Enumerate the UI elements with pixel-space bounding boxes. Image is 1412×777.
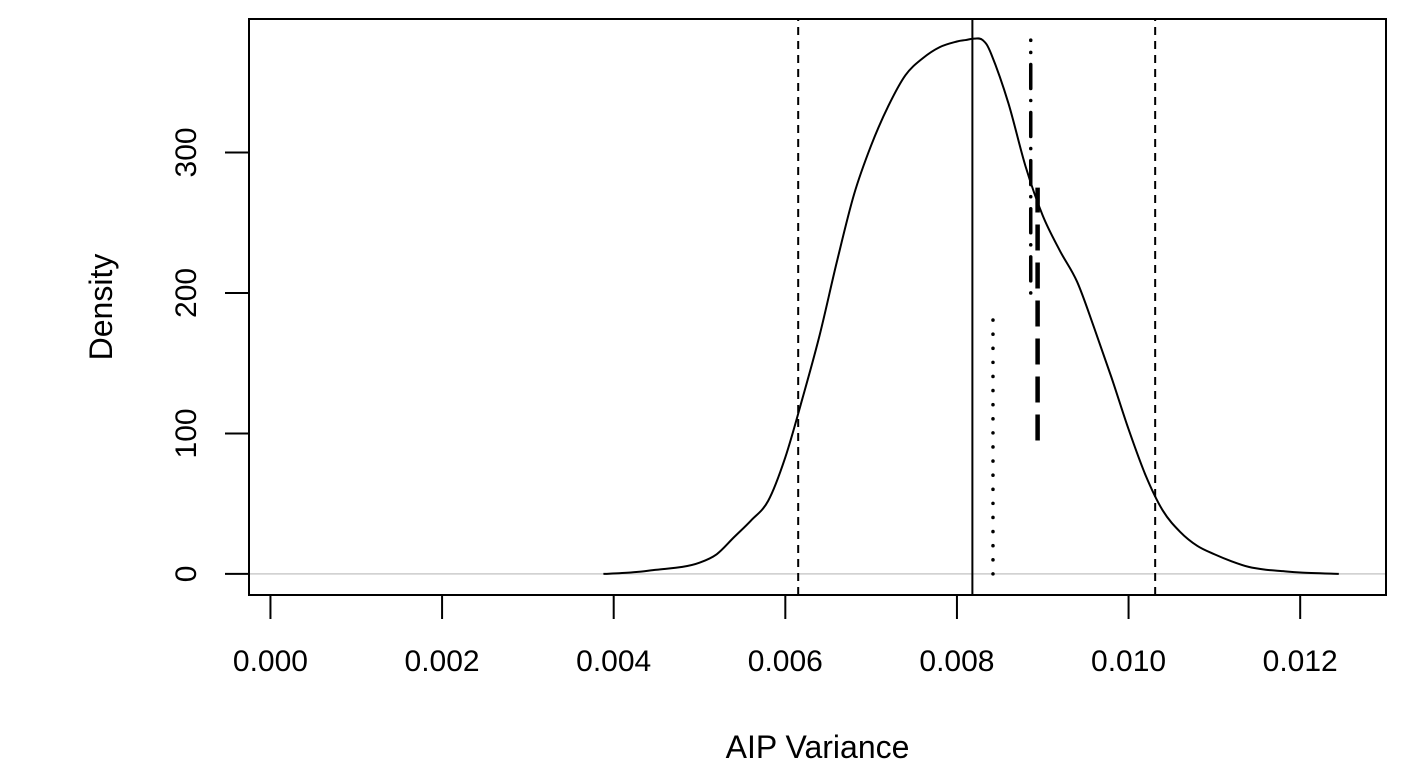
x-axis: 0.000 0.002 0.004 0.006 0.008 0.010 0.012 (233, 594, 1338, 678)
y-tick-label: 200 (170, 268, 203, 318)
x-tick-label: 0.000 (233, 645, 308, 678)
x-axis-title: AIP Variance (726, 729, 910, 765)
x-tick-label: 0.010 (1091, 645, 1166, 678)
x-tick-label: 0.008 (919, 645, 994, 678)
reference-lines (797, 19, 1157, 595)
x-tick-label: 0.002 (405, 645, 480, 678)
y-axis-title: Density (83, 254, 119, 361)
y-tick-label: 0 (170, 566, 203, 583)
x-tick-label: 0.006 (748, 645, 823, 678)
density-series (603, 37, 1339, 575)
x-tick-label: 0.004 (576, 645, 651, 678)
x-tick-label: 0.012 (1263, 645, 1338, 678)
y-axis: 0 100 200 300 (170, 127, 250, 583)
y-tick-label: 100 (170, 408, 203, 458)
plot-frame (248, 18, 1387, 596)
density-curve-0 (603, 37, 1339, 575)
y-tick-label: 300 (170, 127, 203, 177)
